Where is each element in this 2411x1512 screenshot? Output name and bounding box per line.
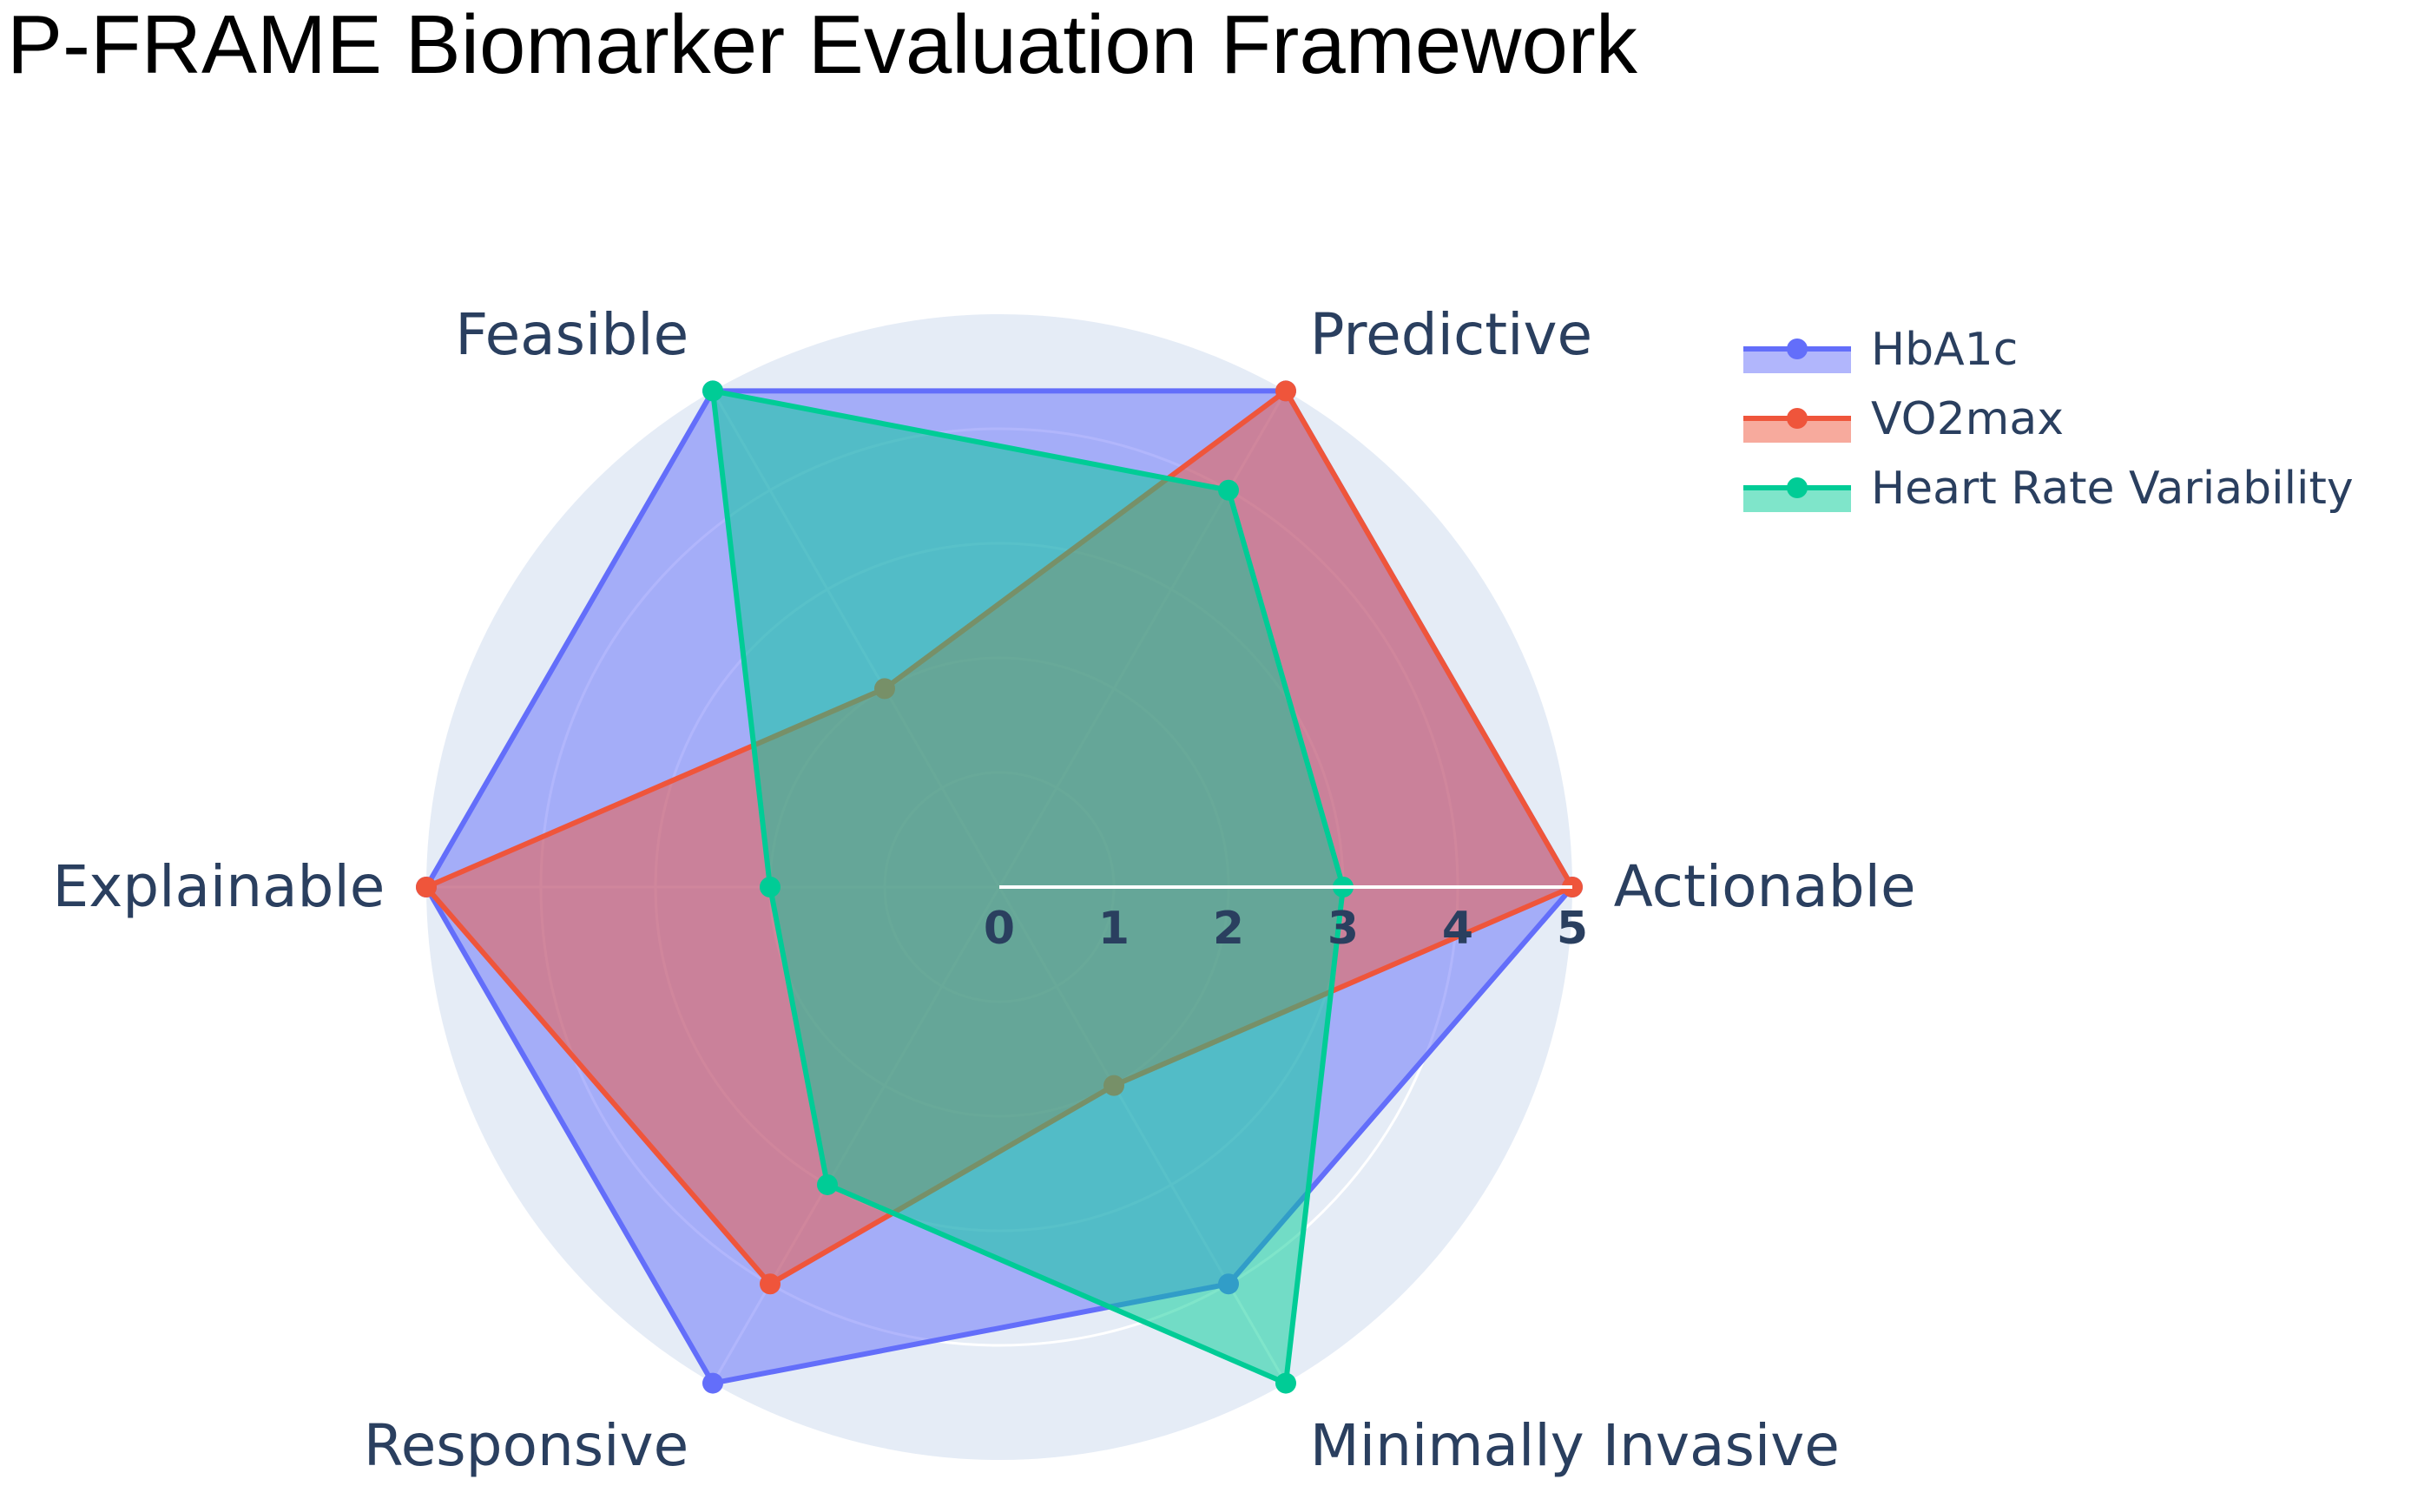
data-point: [1218, 479, 1239, 501]
data-point: [760, 877, 781, 897]
legend-marker: [1787, 339, 1808, 359]
angular-axis-label: Minimally Invasive: [1310, 1412, 1840, 1479]
data-point: [702, 1372, 723, 1394]
angular-axis-label: Explainable: [53, 853, 385, 920]
chart-title: P-FRAME Biomarker Evaluation Framework: [7, 0, 1638, 91]
legend-marker: [1787, 477, 1808, 498]
angular-axis-label: Predictive: [1310, 301, 1592, 368]
legend-item[interactable]: Heart Rate Variability: [1743, 463, 2354, 515]
angular-axis-label: Actionable: [1614, 853, 1916, 920]
legend[interactable]: HbA1c VO2max Heart Rate Variability: [1743, 324, 2354, 515]
radial-axis: 0 1 2 3 4 5: [984, 885, 1588, 955]
radial-tick-label: 2: [1213, 903, 1244, 955]
angular-axis-label: Feasible: [455, 301, 688, 368]
radial-tick-label: 3: [1327, 903, 1359, 955]
data-point: [702, 380, 723, 402]
legend-label: Heart Rate Variability: [1871, 463, 2354, 515]
radial-tick-label: 1: [1098, 903, 1130, 955]
data-point: [760, 1273, 781, 1295]
angular-axis-label: Responsive: [364, 1412, 688, 1479]
data-point: [416, 877, 437, 897]
legend-label: VO2max: [1871, 393, 2064, 445]
data-point: [1275, 1372, 1296, 1394]
data-point: [817, 1173, 838, 1195]
radial-tick-label: 4: [1442, 903, 1473, 955]
radial-tick-label: 5: [1557, 903, 1588, 955]
radial-tick-label: 0: [984, 903, 1015, 955]
legend-item[interactable]: VO2max: [1743, 393, 2064, 445]
legend-marker: [1787, 408, 1808, 429]
angular-axis-labels: Actionable Predictive Feasible Explainable R…: [53, 301, 1916, 1479]
legend-item[interactable]: HbA1c: [1743, 324, 2018, 376]
data-point: [1275, 380, 1296, 402]
legend-label: HbA1c: [1871, 324, 2018, 376]
